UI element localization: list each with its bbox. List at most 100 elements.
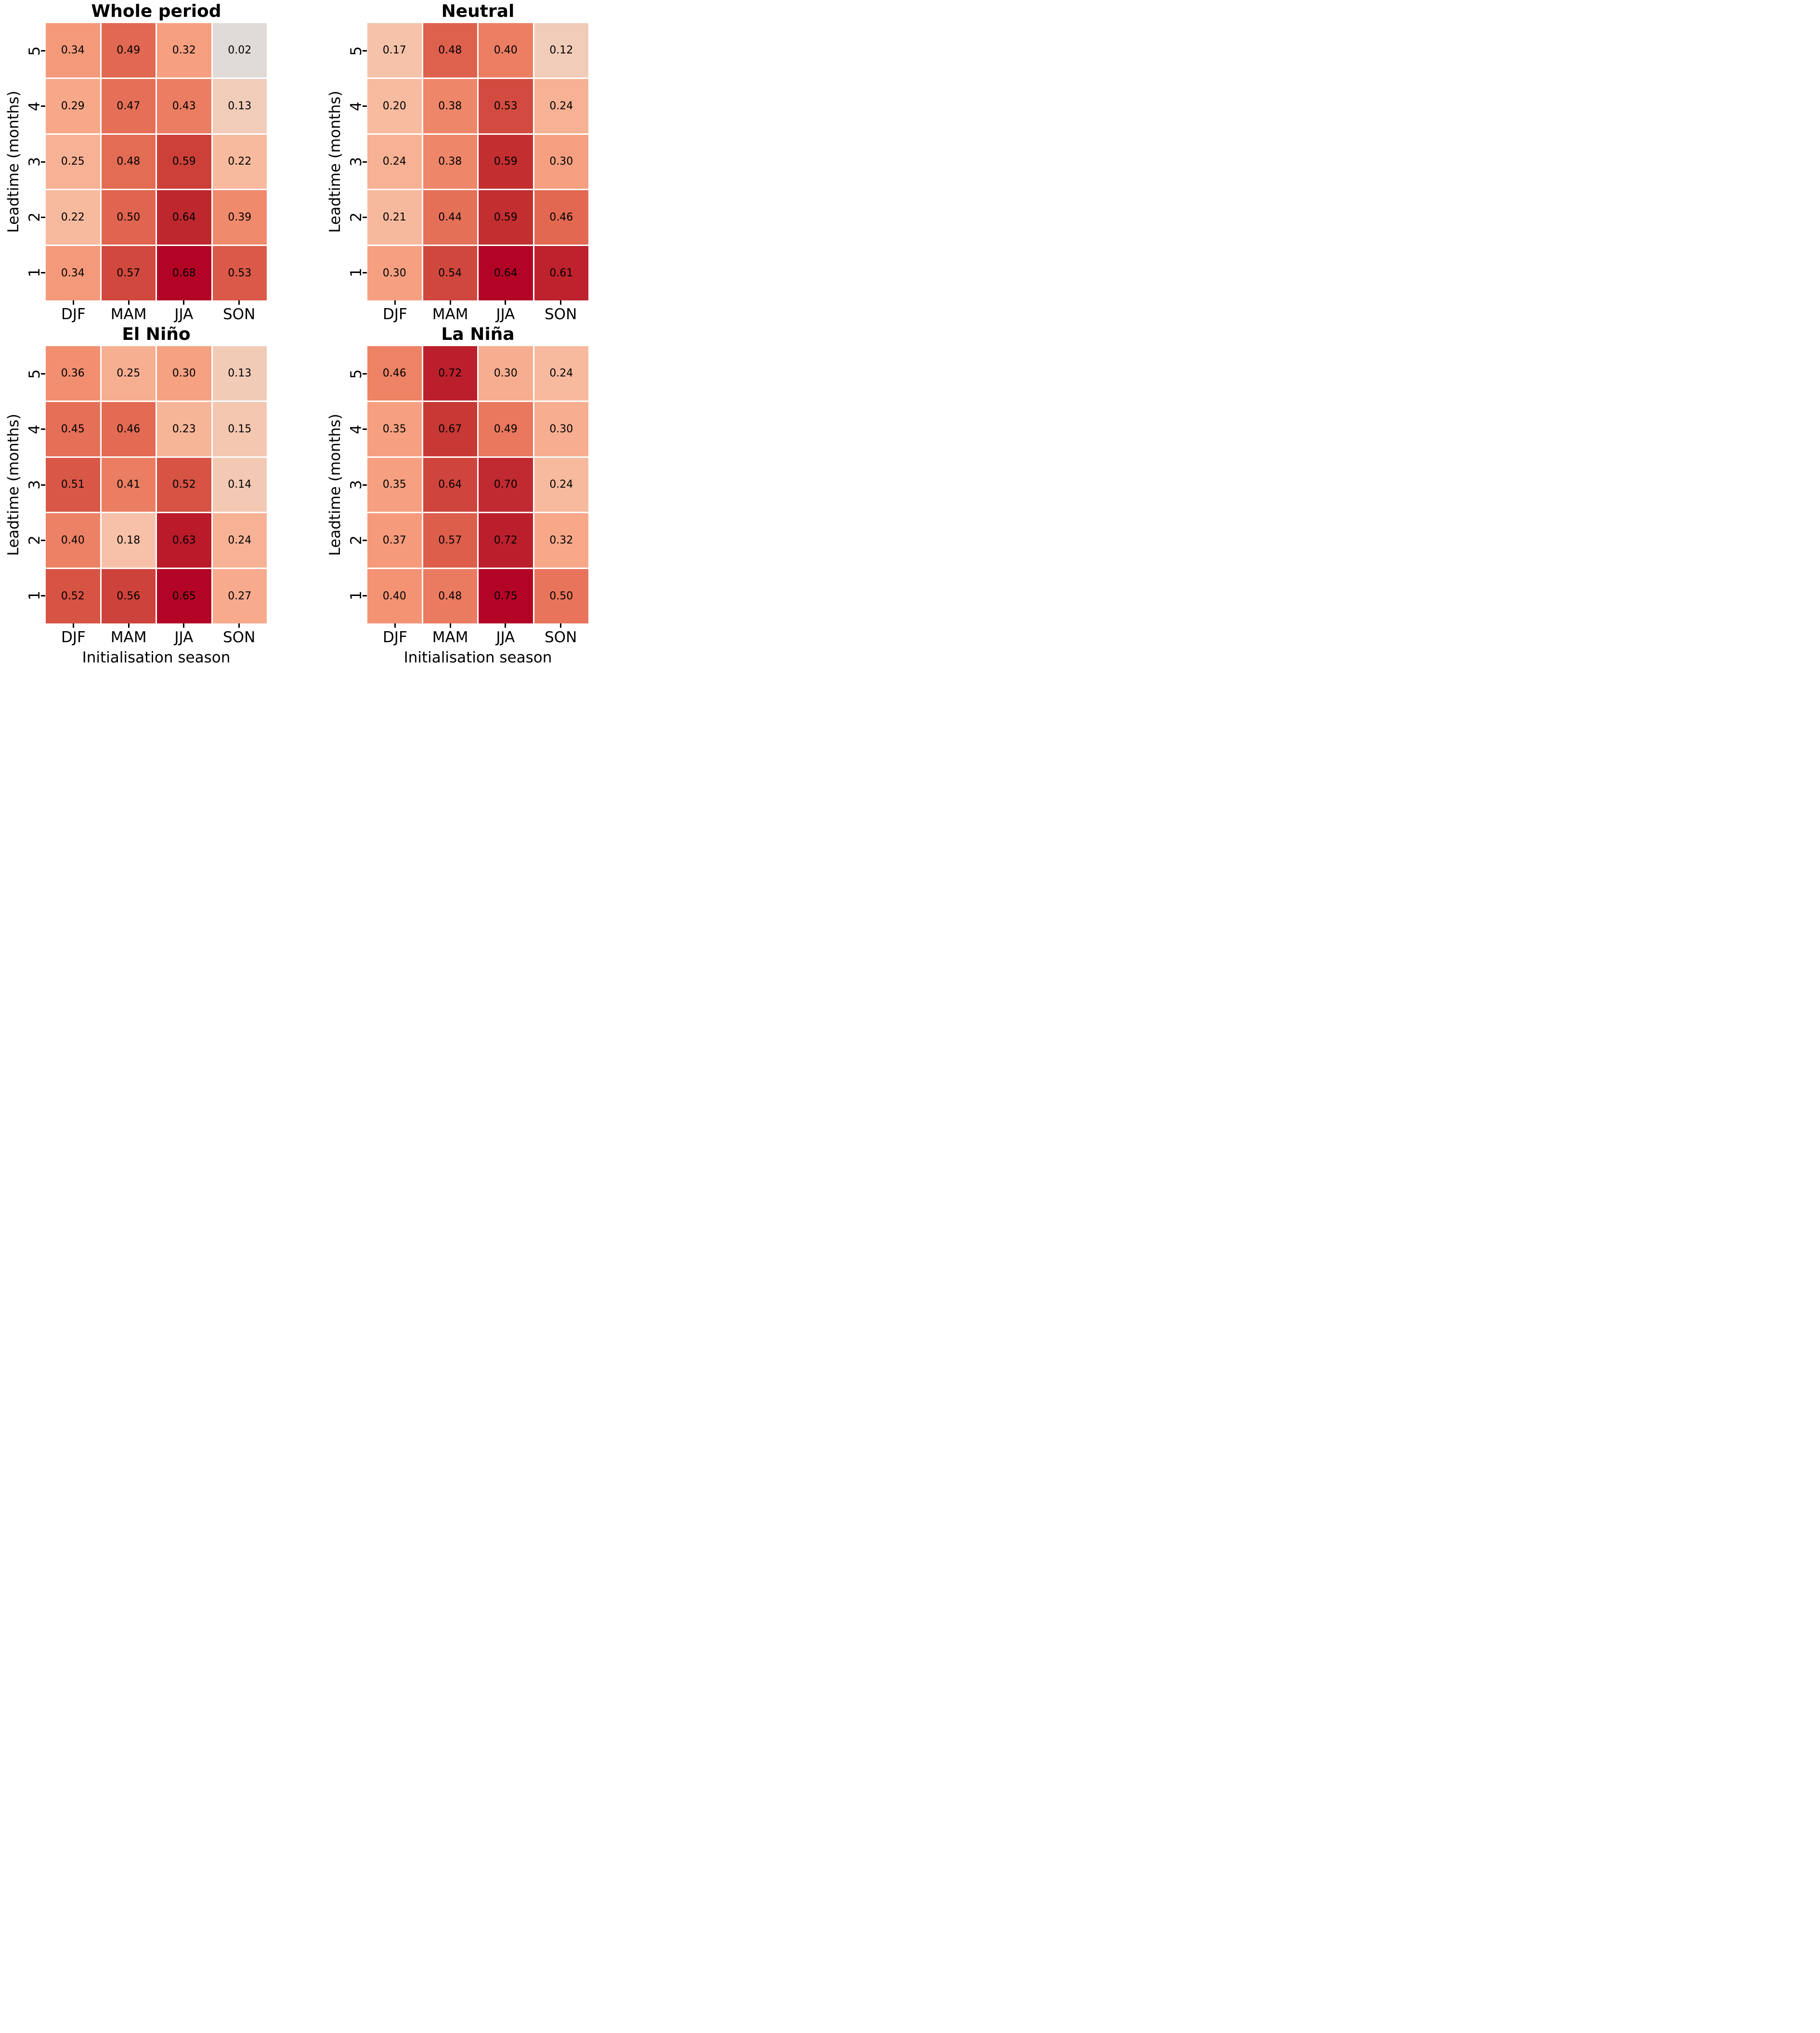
heatmap-cell-value: 0.64 (172, 211, 196, 224)
x-tick: SON (211, 300, 267, 324)
y-tick-column: 5 4 3 2 1 (344, 346, 367, 623)
heatmap-cell-value: 0.48 (438, 590, 462, 603)
heatmap-cell-value: 0.13 (228, 367, 252, 379)
y-tick-label: 4 (26, 101, 43, 111)
y-tick-label: 4 (348, 424, 365, 434)
y-tick: 4 (22, 401, 46, 457)
x-tick-row: DJF MAM JJA SON (367, 300, 588, 324)
y-tick: 5 (22, 346, 46, 401)
x-tick-mark (128, 300, 130, 305)
heatmap-cell: 0.51 (46, 457, 100, 512)
y-tick: 3 (344, 134, 367, 189)
heatmap-panel-whole-period: Whole period Leadtime (months) 5 4 3 2 1 0.3… (5, 1, 267, 324)
panel-title: Neutral (441, 1, 515, 21)
heatmap-cell: 0.47 (101, 78, 156, 133)
heatmap-cell-value: 0.25 (117, 367, 141, 379)
y-tick-mark (41, 161, 45, 163)
x-tick: DJF (367, 623, 423, 647)
heatmap-cell-value: 0.48 (438, 44, 462, 56)
y-tick-label: 1 (348, 268, 365, 278)
x-tick: DJF (367, 300, 423, 324)
y-tick-mark (41, 105, 45, 107)
heatmap-cell-value: 0.17 (382, 44, 406, 56)
y-axis: Leadtime (months) (326, 23, 344, 300)
y-tick: 1 (22, 245, 46, 300)
x-tick: MAM (423, 623, 478, 647)
heatmap-cell: 0.53 (479, 78, 533, 133)
x-tick-label: JJA (496, 306, 515, 323)
heatmap-panel-neutral: Neutral Leadtime (months) 5 4 3 2 1 0.17 0.48… (326, 1, 589, 324)
y-tick-mark (363, 428, 367, 430)
heatmap-cell: 0.12 (534, 23, 588, 78)
x-tick: DJF (46, 623, 101, 647)
y-tick-mark (41, 272, 45, 273)
heatmap-cell: 0.35 (367, 401, 422, 456)
heatmap-cell-value: 0.48 (117, 155, 141, 168)
heatmap-cell: 0.13 (212, 346, 267, 401)
x-tick-mark (128, 623, 130, 628)
heatmap-cell: 0.30 (534, 401, 588, 456)
heatmap-cell: 0.54 (423, 246, 477, 300)
x-axis-label: Initialisation season (82, 648, 231, 666)
y-tick-column: 5 4 3 2 1 (22, 346, 46, 623)
heatmap-cell: 0.65 (157, 569, 211, 623)
heatmap-cell-value: 0.32 (549, 534, 573, 547)
heatmap-cell: 0.40 (367, 569, 422, 623)
heatmap-cell: 0.24 (212, 513, 267, 568)
heatmap-cell-value: 0.14 (228, 479, 252, 491)
heatmap-cell: 0.29 (46, 78, 100, 133)
x-tick-label: SON (222, 629, 256, 646)
heatmap-cell: 0.25 (46, 134, 100, 189)
heatmap-cell: 0.37 (367, 513, 422, 568)
heatmap-cell-value: 0.12 (549, 44, 573, 56)
panel-title: Whole period (91, 1, 221, 21)
y-tick-label: 3 (348, 157, 365, 167)
x-tick: SON (533, 623, 588, 647)
x-tick-label: DJF (61, 306, 86, 323)
x-tick-label: DJF (61, 629, 86, 646)
heatmap-cell-value: 0.35 (382, 479, 406, 491)
heatmap-cell-value: 0.24 (382, 155, 406, 168)
y-tick-mark (363, 484, 367, 486)
y-tick: 2 (22, 190, 46, 245)
y-tick-mark (363, 216, 367, 218)
heatmap-cell-value: 0.02 (228, 44, 252, 56)
panel-body: Leadtime (months) 5 4 3 2 1 0.36 0.25 0.30 0.13… (5, 346, 267, 623)
x-tick-label: JJA (174, 629, 194, 646)
y-tick-label: 5 (26, 46, 43, 56)
heatmap-cell: 0.46 (534, 190, 588, 245)
y-tick-label: 2 (348, 535, 365, 545)
x-tick-label: SON (544, 306, 577, 323)
y-axis-label: Leadtime (months) (5, 414, 22, 556)
heatmap-cell: 0.48 (423, 569, 477, 623)
heatmap-cell: 0.21 (367, 190, 422, 245)
heatmap-cell: 0.49 (101, 23, 156, 78)
panel-body: Leadtime (months) 5 4 3 2 1 0.46 0.72 0.30 0.24… (326, 346, 589, 623)
x-tick-label: DJF (382, 306, 407, 323)
heatmap-cell-value: 0.64 (438, 479, 462, 491)
heatmap-cell-value: 0.24 (549, 479, 573, 491)
heatmap-grid: 0.17 0.48 0.40 0.12 0.20 0.38 0.53 0.24 0.24 0.38… (367, 23, 588, 300)
y-tick-mark (363, 105, 367, 107)
heatmap-cell: 0.36 (46, 346, 100, 401)
heatmap-cell: 0.72 (423, 346, 477, 401)
y-tick-label: 5 (348, 46, 365, 56)
heatmap-cell: 0.40 (479, 23, 533, 78)
y-axis: Leadtime (months) (5, 23, 22, 300)
heatmap-cell-value: 0.52 (172, 479, 196, 491)
heatmap-cell-value: 0.54 (438, 267, 462, 280)
y-tick-mark (41, 539, 45, 541)
heatmap-cell-value: 0.30 (549, 423, 573, 435)
x-tick-mark (560, 623, 562, 628)
x-tick-label: MAM (432, 629, 468, 646)
heatmap-cell: 0.22 (46, 190, 100, 245)
heatmap-cell: 0.40 (46, 513, 100, 568)
heatmap-cell: 0.24 (367, 134, 422, 189)
heatmap-cell-value: 0.68 (172, 267, 196, 280)
panel-title: La Niña (441, 324, 515, 344)
heatmap-cell-value: 0.29 (61, 100, 85, 112)
heatmap-cell: 0.38 (423, 78, 477, 133)
heatmap-cell-value: 0.53 (494, 100, 518, 112)
heatmap-cell-value: 0.67 (438, 423, 462, 435)
heatmap-cell-value: 0.50 (117, 211, 141, 224)
